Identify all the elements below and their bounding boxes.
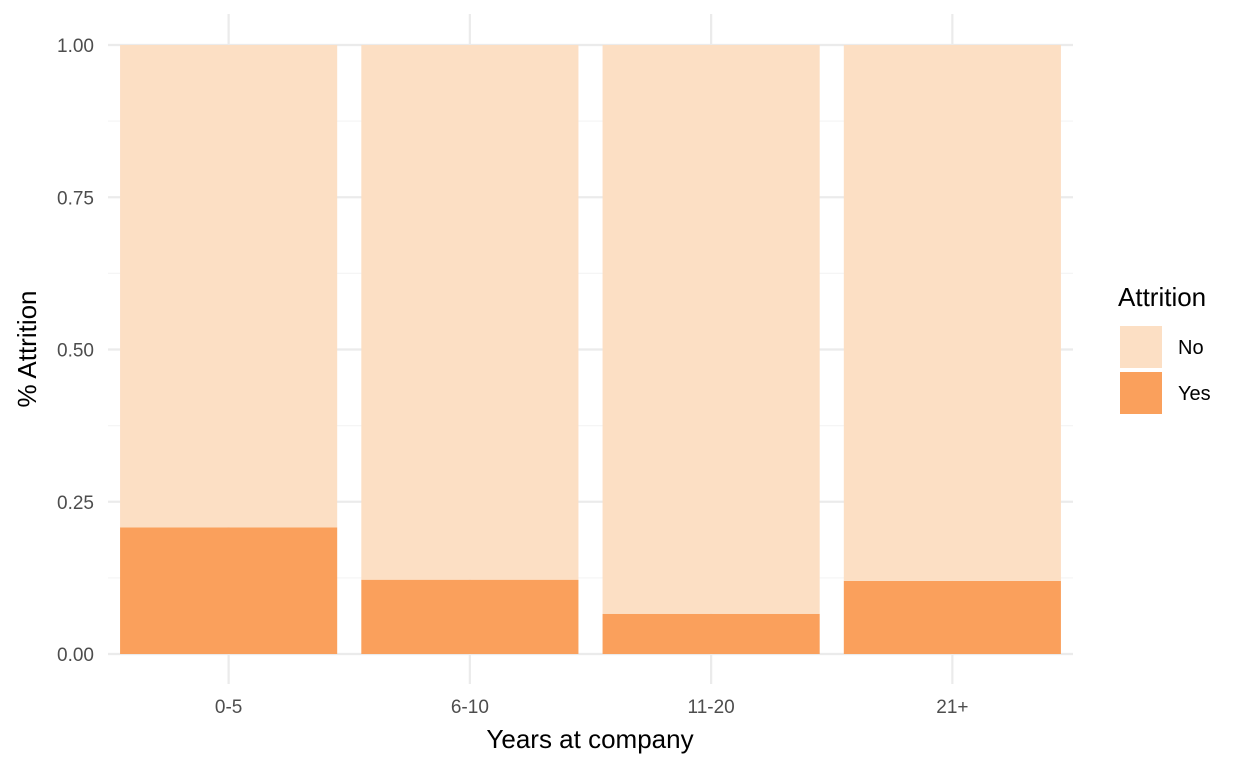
y-tick-label: 0.25 <box>57 493 94 514</box>
x-axis-ticks: 0-5 6-10 11-20 21+ <box>215 697 969 718</box>
x-tick-label: 0-5 <box>215 697 242 718</box>
x-tick-label: 6-10 <box>451 697 489 718</box>
bar-yes-21+ <box>843 580 1061 654</box>
x-tick-label: 11-20 <box>688 697 735 718</box>
y-tick-label: 1.00 <box>57 36 94 57</box>
bar-no-11-20 <box>602 45 820 614</box>
legend-label-no: No <box>1178 337 1204 359</box>
bars <box>120 45 1061 654</box>
y-axis-ticks: 0.00 0.25 0.50 0.75 1.00 <box>57 36 94 666</box>
y-tick-label: 0.50 <box>57 341 94 362</box>
bar-no-21+ <box>843 45 1061 581</box>
y-tick-label: 0.00 <box>57 645 94 666</box>
y-tick-label: 0.75 <box>57 188 94 209</box>
bar-yes-6-10 <box>361 579 579 654</box>
legend-key-no <box>1120 326 1162 368</box>
legend-title: Attrition <box>1118 282 1206 312</box>
legend: Attrition No Yes <box>1118 282 1211 414</box>
bar-no-0-5 <box>120 45 338 528</box>
legend-key-yes <box>1120 372 1162 414</box>
x-axis-title: Years at company <box>486 724 693 754</box>
bar-yes-0-5 <box>120 527 338 654</box>
bar-yes-11-20 <box>602 613 820 654</box>
legend-label-yes: Yes <box>1178 383 1211 405</box>
x-tick-label: 21+ <box>936 697 968 718</box>
y-axis-title: % Attrition <box>12 290 42 407</box>
bar-no-6-10 <box>361 45 579 580</box>
